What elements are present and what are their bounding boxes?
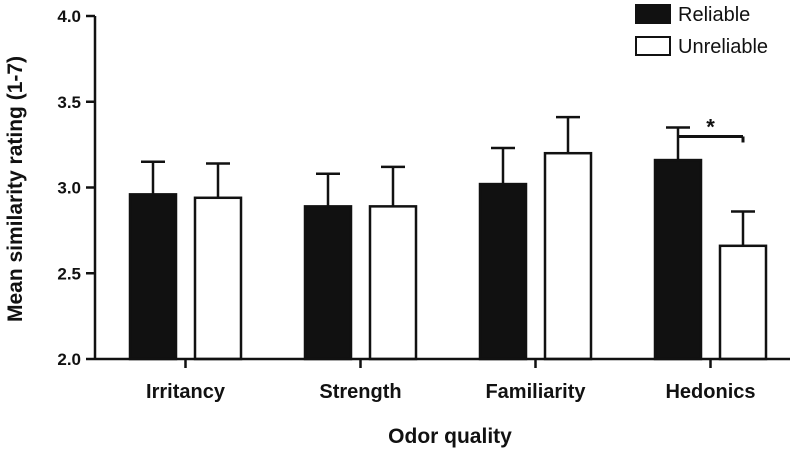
legend: Reliable Unreliable [635, 4, 768, 58]
y-axis-title: Mean similarity rating (1-7) [4, 56, 27, 322]
y-tick-label: 3.0 [57, 179, 81, 198]
x-tick-label: Strength [319, 381, 401, 403]
legend-label-unreliable: Unreliable [678, 36, 768, 58]
y-tick-label: 3.5 [57, 93, 81, 112]
y-tick-label: 2.5 [57, 264, 81, 283]
legend-swatch-reliable [635, 4, 671, 24]
legend-swatch-unreliable [635, 36, 671, 56]
significance-marker: * [706, 114, 715, 139]
plot-area: * [128, 114, 768, 361]
x-axis-ticks: Irritancy Strength Familiarity Hedonics [146, 359, 756, 403]
x-axis-title: Odor quality [388, 425, 512, 448]
bar-unreliable-familiarity [543, 151, 593, 361]
bar-reliable-hedonics [653, 158, 703, 361]
bar-reliable-strength [303, 205, 353, 361]
y-tick-label: 4.0 [57, 7, 81, 26]
bar-reliable-familiarity [478, 182, 528, 361]
legend-label-reliable: Reliable [678, 4, 750, 26]
bar-unreliable-hedonics [718, 244, 768, 361]
y-tick-label: 2.0 [57, 350, 81, 369]
x-tick-label: Hedonics [665, 381, 755, 403]
bar-unreliable-strength [368, 205, 418, 361]
bar-unreliable-irritancy [193, 196, 243, 361]
x-tick-label: Irritancy [146, 381, 226, 403]
y-axis-ticks: 2.0 2.5 3.0 3.5 4.0 [57, 7, 95, 369]
bar-reliable-irritancy [128, 193, 178, 361]
x-tick-label: Familiarity [485, 381, 586, 403]
